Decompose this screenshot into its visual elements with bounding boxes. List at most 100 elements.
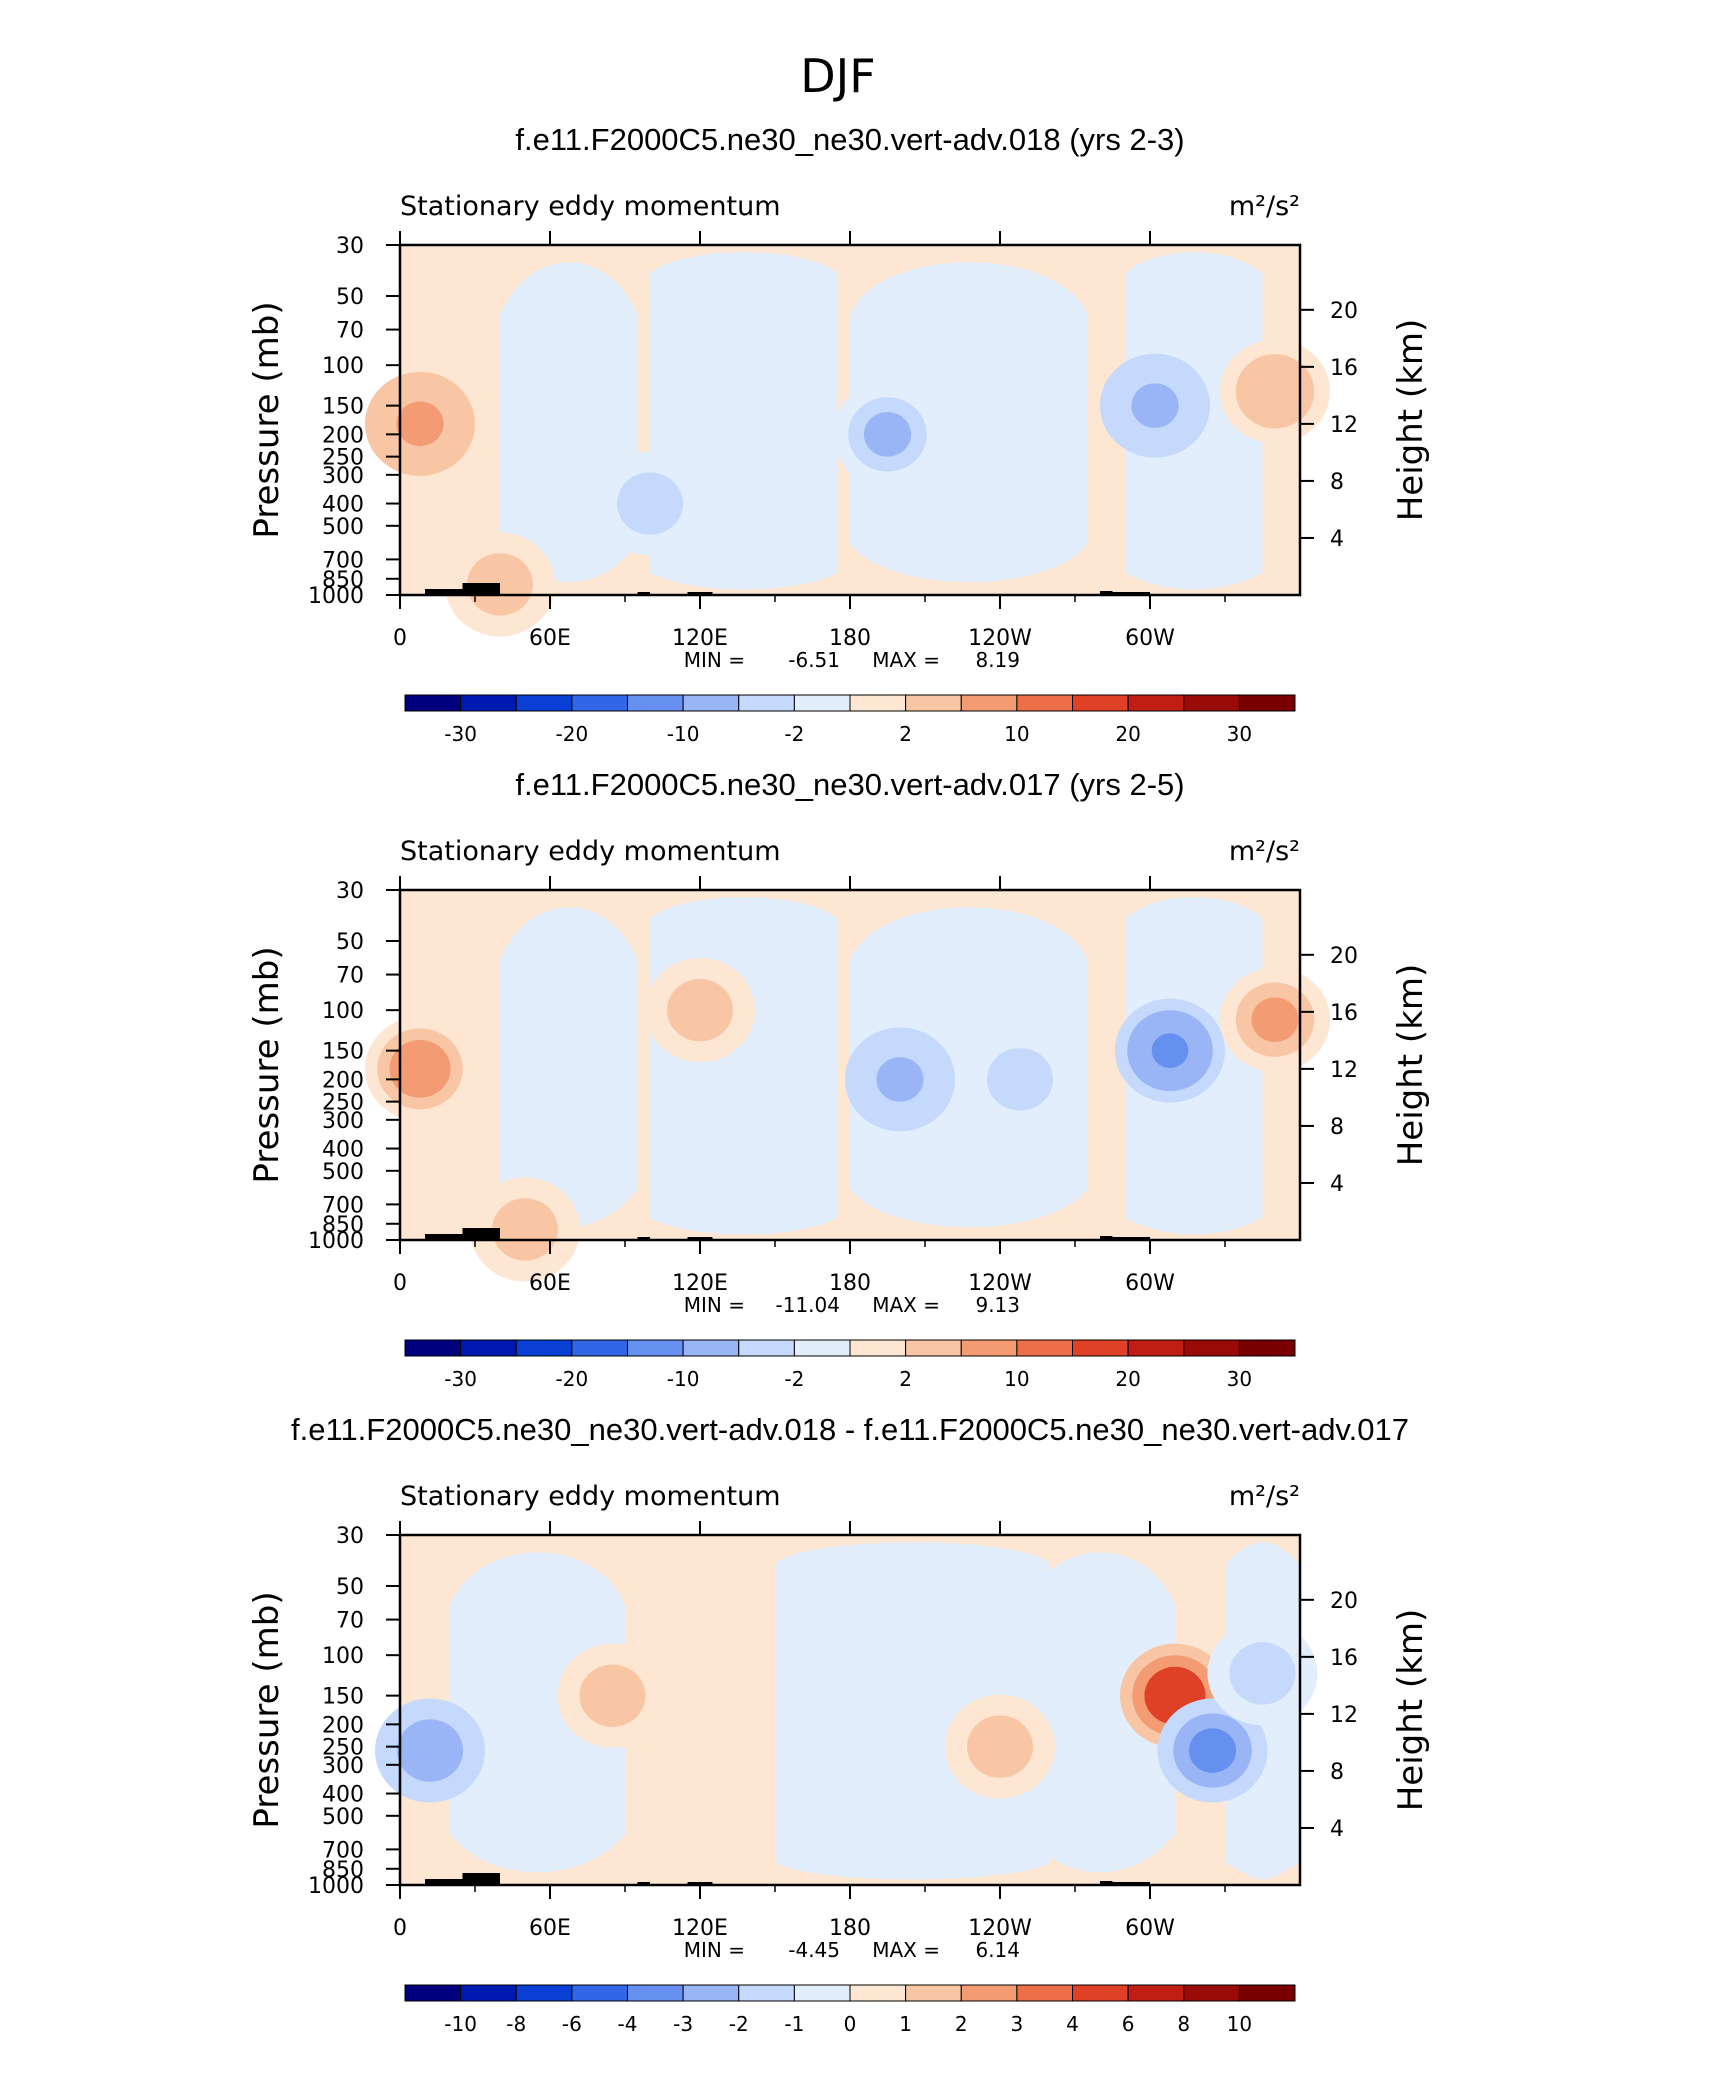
y-tick-label: 1000	[308, 1874, 364, 1899]
colorbar-swatch	[960, 694, 1018, 712]
contour-feature	[876, 1057, 924, 1102]
contour-feature	[863, 412, 912, 457]
y-tick-label: 100	[322, 999, 364, 1024]
colorbar-label: 1	[899, 2012, 912, 2036]
min-value: -4.45	[788, 1938, 840, 1962]
y-axis-title: Pressure (mb)	[247, 301, 287, 538]
colorbar-swatch	[1127, 1984, 1185, 2002]
colorbar-label: 2	[899, 1367, 912, 1391]
colorbar-swatch	[460, 694, 517, 712]
panel-title: f.e11.F2000C5.ne30_ne30.vert-adv.018 (yr…	[515, 122, 1184, 157]
y-tick-label: 250	[322, 1736, 364, 1761]
y-tick-label: 500	[322, 1805, 364, 1830]
contour-feature	[1151, 1033, 1189, 1068]
topography-block	[462, 1228, 500, 1240]
colorbar-swatch	[515, 1339, 573, 1357]
contour-feature	[492, 1198, 558, 1261]
y-tick-label: 850	[322, 1213, 364, 1238]
y-right-tick-label: 4	[1330, 527, 1344, 552]
y-tick-label: 50	[336, 1575, 364, 1600]
max-value: 9.13	[975, 1293, 1020, 1317]
colorbar-swatch	[849, 694, 907, 712]
colorbar-label: 6	[1122, 2012, 1135, 2036]
colorbar-label: 20	[1115, 722, 1140, 746]
contour-feature	[396, 401, 444, 447]
y-right-tick-label: 8	[1330, 1760, 1344, 1785]
x-tick-label: 0	[393, 1271, 407, 1296]
colorbar-swatch	[905, 1339, 962, 1357]
y-tick-label: 200	[322, 1713, 364, 1738]
max-value: 8.19	[975, 648, 1020, 672]
min-value: -11.04	[776, 1293, 840, 1317]
y-right-tick-label: 12	[1330, 1703, 1358, 1728]
x-tick-label: 60W	[1125, 1271, 1175, 1296]
colorbar-swatch	[1238, 1339, 1296, 1357]
x-tick-label: 180	[829, 626, 871, 651]
colorbar-label: 2	[899, 722, 912, 746]
y-right-axis-title: Height (km)	[1391, 964, 1431, 1167]
colorbar-swatch	[1183, 694, 1240, 712]
y-tick-label: 250	[322, 1091, 364, 1116]
y-tick-label: 200	[322, 1068, 364, 1093]
colorbar-swatch	[849, 1339, 907, 1357]
topography-block	[687, 1237, 713, 1240]
y-right-tick-label: 16	[1330, 356, 1358, 381]
colorbar-label: -6	[562, 2012, 582, 2036]
colorbar-label: -30	[444, 1367, 477, 1391]
colorbar-label: -3	[673, 2012, 693, 2036]
y-tick-label: 250	[322, 446, 364, 471]
contour-band	[850, 262, 1088, 583]
y-axis-title: Pressure (mb)	[247, 946, 287, 1183]
y-right-tick-label: 4	[1330, 1817, 1344, 1842]
colorbar-label: 4	[1066, 2012, 1079, 2036]
colorbar-label: 10	[1227, 2012, 1252, 2036]
colorbar-label: -30	[444, 722, 477, 746]
topography-block	[687, 592, 713, 595]
y-right-tick-label: 8	[1330, 470, 1344, 495]
y-tick-label: 30	[336, 234, 364, 259]
colorbar-swatch	[1238, 1984, 1296, 2002]
colorbar-swatch	[960, 1984, 1018, 2002]
colorbar: -30 -20 -10 -2 2 10 20 30	[404, 694, 1296, 746]
x-tick-label: 120W	[968, 1271, 1032, 1296]
colorbar-label: -2	[784, 1367, 804, 1391]
y-right-axis-title: Height (km)	[1391, 1609, 1431, 1812]
x-tick-label: 60W	[1125, 626, 1175, 651]
topography-block	[462, 1873, 500, 1885]
topography-block	[425, 589, 470, 595]
colorbar-label: -4	[618, 2012, 638, 2036]
colorbar-swatch	[793, 1339, 851, 1357]
colorbar-swatch	[1238, 694, 1296, 712]
contour-band	[1025, 1552, 1175, 1873]
y-tick-label: 50	[336, 285, 364, 310]
colorbar-swatch	[1127, 694, 1185, 712]
colorbar: -10 -8 -6 -4 -3 -2 -1 0 1 2 3 4 6 8 10	[404, 1984, 1296, 2036]
y-tick-label: 400	[322, 493, 364, 518]
y-tick-label: 50	[336, 930, 364, 955]
panel-title: f.e11.F2000C5.ne30_ne30.vert-adv.017 (yr…	[515, 767, 1184, 802]
topography-block	[637, 1237, 650, 1240]
colorbar-swatch	[404, 694, 462, 712]
max-label: MAX =	[872, 1938, 940, 1962]
colorbar-swatch	[1016, 1339, 1073, 1357]
colorbar-label: -10	[667, 1367, 700, 1391]
colorbar-swatch	[571, 1339, 628, 1357]
y-tick-label: 300	[322, 464, 364, 489]
y-right-tick-label: 16	[1330, 1001, 1358, 1026]
y-tick-label: 150	[322, 395, 364, 420]
min-label: MIN =	[684, 648, 745, 672]
panel-3: 0 60E 120E 180 120W 60W3050701001502002503004…	[247, 1412, 1431, 2036]
min-label: MIN =	[684, 1938, 745, 1962]
colorbar-swatch	[1016, 1984, 1073, 2002]
topography-block	[425, 1234, 470, 1240]
colorbar-swatch	[960, 1339, 1018, 1357]
y-tick-label: 70	[336, 319, 364, 344]
contour-feature	[1131, 383, 1179, 428]
panel-units: m²/s²	[1229, 836, 1300, 867]
x-tick-label: 180	[829, 1271, 871, 1296]
y-tick-label: 500	[322, 515, 364, 540]
topography-block	[462, 583, 500, 595]
topography-block	[687, 1882, 713, 1885]
colorbar-label: 2	[955, 2012, 968, 2036]
contour-feature	[1229, 1642, 1296, 1705]
